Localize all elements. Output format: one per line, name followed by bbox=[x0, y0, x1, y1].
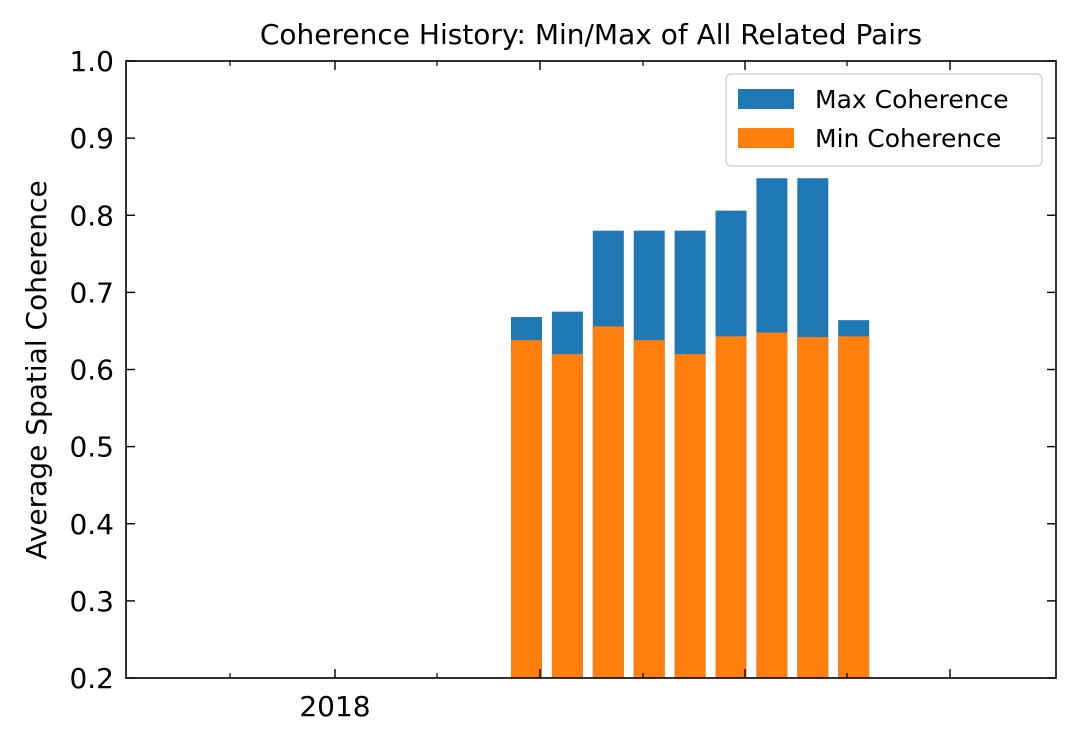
min-coherence-bar-4 bbox=[633, 340, 665, 678]
y-tick-label: 0.3 bbox=[69, 585, 114, 618]
y-tick-label: 0.9 bbox=[69, 122, 114, 155]
y-tick-label: 1.0 bbox=[69, 45, 114, 78]
legend-swatch-2 bbox=[738, 128, 794, 148]
min-coherence-bar-1 bbox=[511, 340, 542, 678]
legend: Max Coherence Min Coherence bbox=[725, 73, 1043, 167]
min-coherence-bar-5 bbox=[674, 354, 706, 678]
y-axis-label: Average Spatial Coherence bbox=[20, 180, 53, 559]
legend-swatch-1 bbox=[738, 89, 794, 109]
min-coherence-bar-8 bbox=[797, 337, 829, 678]
x-tick-label: 2018 bbox=[299, 690, 370, 723]
min-coherence-bar-7 bbox=[756, 332, 788, 678]
legend-label-2: Min Coherence bbox=[815, 124, 1001, 153]
y-tick-label: 0.6 bbox=[69, 354, 114, 387]
y-tick-label: 0.4 bbox=[69, 508, 114, 541]
chart-title: Coherence History: Min/Max of All Relate… bbox=[260, 18, 922, 51]
y-tick-label: 0.8 bbox=[69, 199, 114, 232]
min-coherence-bar-3 bbox=[592, 326, 624, 678]
ticks-group: 0.2 0.3 0.4 0.5 0.6 0.7 0.8 0.9 1.0 2018 bbox=[69, 45, 1056, 723]
min-coherence-bar-9 bbox=[838, 336, 870, 678]
min-coherence-bar-2 bbox=[551, 354, 583, 678]
legend-box bbox=[725, 73, 1043, 167]
min-coherence-bar-6 bbox=[715, 336, 747, 678]
legend-label-1: Max Coherence bbox=[815, 85, 1009, 114]
bars-group bbox=[511, 178, 870, 679]
y-tick-label: 0.7 bbox=[69, 276, 114, 309]
plot-frame bbox=[125, 60, 1057, 679]
y-tick-label: 0.2 bbox=[69, 662, 114, 695]
y-tick-label: 0.5 bbox=[69, 431, 114, 464]
